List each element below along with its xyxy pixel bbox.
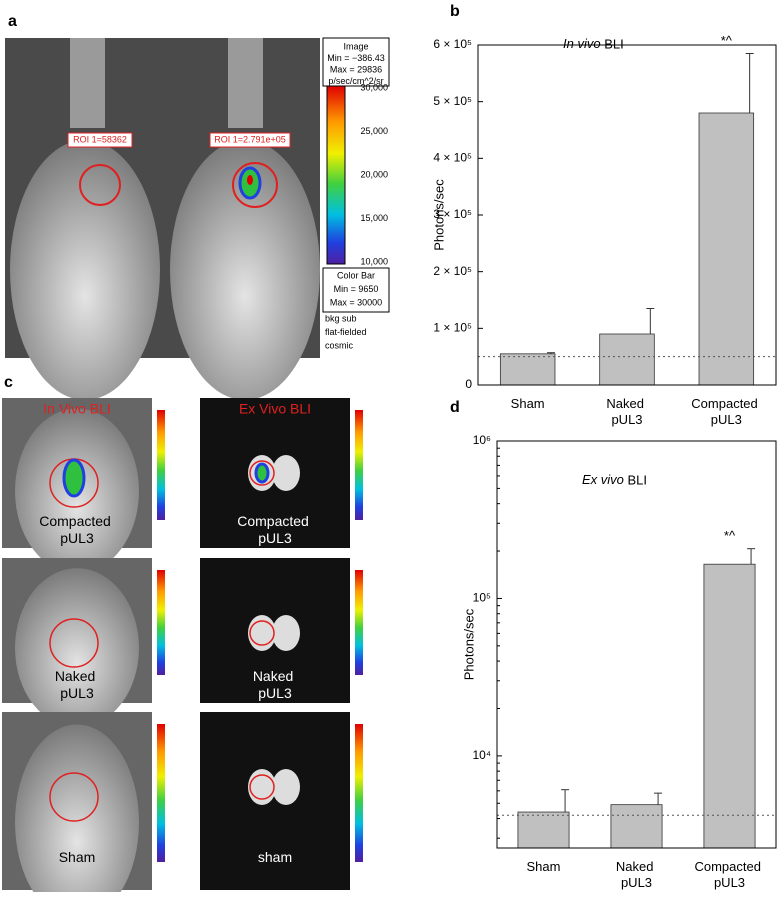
image-label: Naked pUL3 [55,668,99,701]
mouse [170,140,320,400]
x-tick-label: Sham [527,859,561,874]
y-axis-label: Photons/sec [461,608,476,680]
colorbar-tick-label: 20,000 [360,169,388,179]
note: flat-fielded [325,327,367,337]
mouse [15,724,139,897]
color-bar [157,570,165,675]
y-tick-label: 10⁵ [473,591,491,605]
colorbar-tick-label: 15,000 [360,213,388,223]
bar [610,804,663,849]
image-label: Naked pUL3 [253,668,297,701]
bar [499,353,556,386]
info-box [322,267,390,313]
roi-box [67,132,133,148]
x-tick-label: Naked pUL3 [606,396,647,427]
info-text: Color Bar [337,270,375,280]
note: bkg sub [325,313,357,323]
info-text: p/sec/cm^2/sr [328,76,383,86]
roi [249,620,275,646]
tissue [272,455,300,491]
axes-frame [496,440,777,849]
x-tick-label: Sham [511,396,545,411]
colorbar-tick-label: 25,000 [360,126,388,136]
color-bar [355,570,363,675]
panel-label: d [450,399,460,416]
roi [49,618,99,668]
y-tick-label: 0 [465,377,472,391]
chart-title: Ex vivo BLI [582,472,647,487]
colorbar-tick-label: 10,000 [360,256,388,266]
color-bar [355,410,363,520]
mouse [10,140,160,400]
x-tick-label: Naked pUL3 [616,859,657,890]
chart-title: In vivo BLI [563,36,624,51]
color-bar [157,724,165,862]
image-label: Compacted pUL3 [39,513,114,546]
image-label: Compacted pUL3 [237,513,312,546]
photo [200,712,350,890]
panel-label: b [450,3,460,20]
colorbar-tick-label: 30,000 [360,82,388,92]
roi [249,460,275,486]
column-title: Ex Vivo BLI [239,401,311,417]
color-bar [157,410,165,520]
tissue [272,769,300,805]
image-label: sham [258,849,292,865]
color-bar [326,85,346,265]
x-tick-label: Compacted pUL3 [691,396,761,427]
y-tick-label: 10⁶ [473,433,491,447]
y-tick-label: 6 × 10⁵ [433,37,472,51]
note: cosmic [325,340,354,350]
nose-cone [228,38,263,128]
y-tick-label: 10⁴ [472,748,491,762]
roi-label: ROI 1=58362 [73,134,127,144]
info-text: Max = 29836 [330,64,382,74]
panel-label: a [8,13,17,30]
y-tick-label: 4 × 10⁵ [433,151,472,165]
image-label: Sham [59,849,96,865]
color-bar [355,724,363,862]
bar [599,333,655,386]
roi [79,164,121,206]
nose-cone [70,38,105,128]
info-text: Max = 30000 [330,297,382,307]
y-tick-label: 2 × 10⁵ [433,264,472,278]
info-box [322,37,390,87]
info-text: Min = −386.43 [327,53,385,63]
axes-frame [477,44,777,386]
bar [698,112,755,386]
y-tick-label: 3 × 10⁵ [433,207,472,221]
bar [517,811,570,849]
y-axis-label: Photons/sec [431,179,446,251]
info-text: Image [343,41,368,51]
roi [249,774,275,800]
y-tick-label: 1 × 10⁵ [433,321,472,335]
mouse [15,568,139,728]
bar [703,563,756,849]
panel-label: c [4,374,13,391]
roi-label: ROI 1=2.791e+05 [214,134,286,144]
y-tick-label: 5 × 10⁵ [433,94,472,108]
x-tick-label: Compacted pUL3 [694,859,764,890]
tissue [272,615,300,651]
signal [247,175,253,185]
annotation: *^ [724,528,736,543]
roi-box [209,132,291,148]
roi [232,162,278,208]
info-text: Min = 9650 [334,284,379,294]
annotation: *^ [721,33,733,48]
roi [49,772,99,822]
signal [254,462,270,484]
column-title: In Vivo BLI [43,401,110,417]
signal [62,458,86,498]
